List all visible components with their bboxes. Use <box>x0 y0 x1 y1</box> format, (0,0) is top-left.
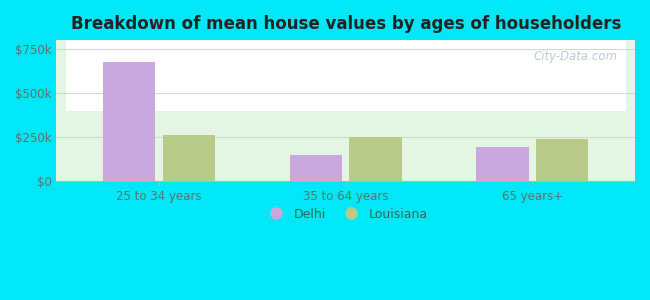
Legend: Delhi, Louisiana: Delhi, Louisiana <box>259 202 433 226</box>
Bar <box>476 147 528 181</box>
Bar <box>103 62 155 181</box>
Title: Breakdown of mean house values by ages of householders: Breakdown of mean house values by ages o… <box>71 15 621 33</box>
Text: City-Data.com: City-Data.com <box>534 50 618 63</box>
Bar <box>290 155 342 181</box>
Bar <box>163 135 215 181</box>
Bar <box>536 139 588 181</box>
Bar <box>350 137 402 181</box>
